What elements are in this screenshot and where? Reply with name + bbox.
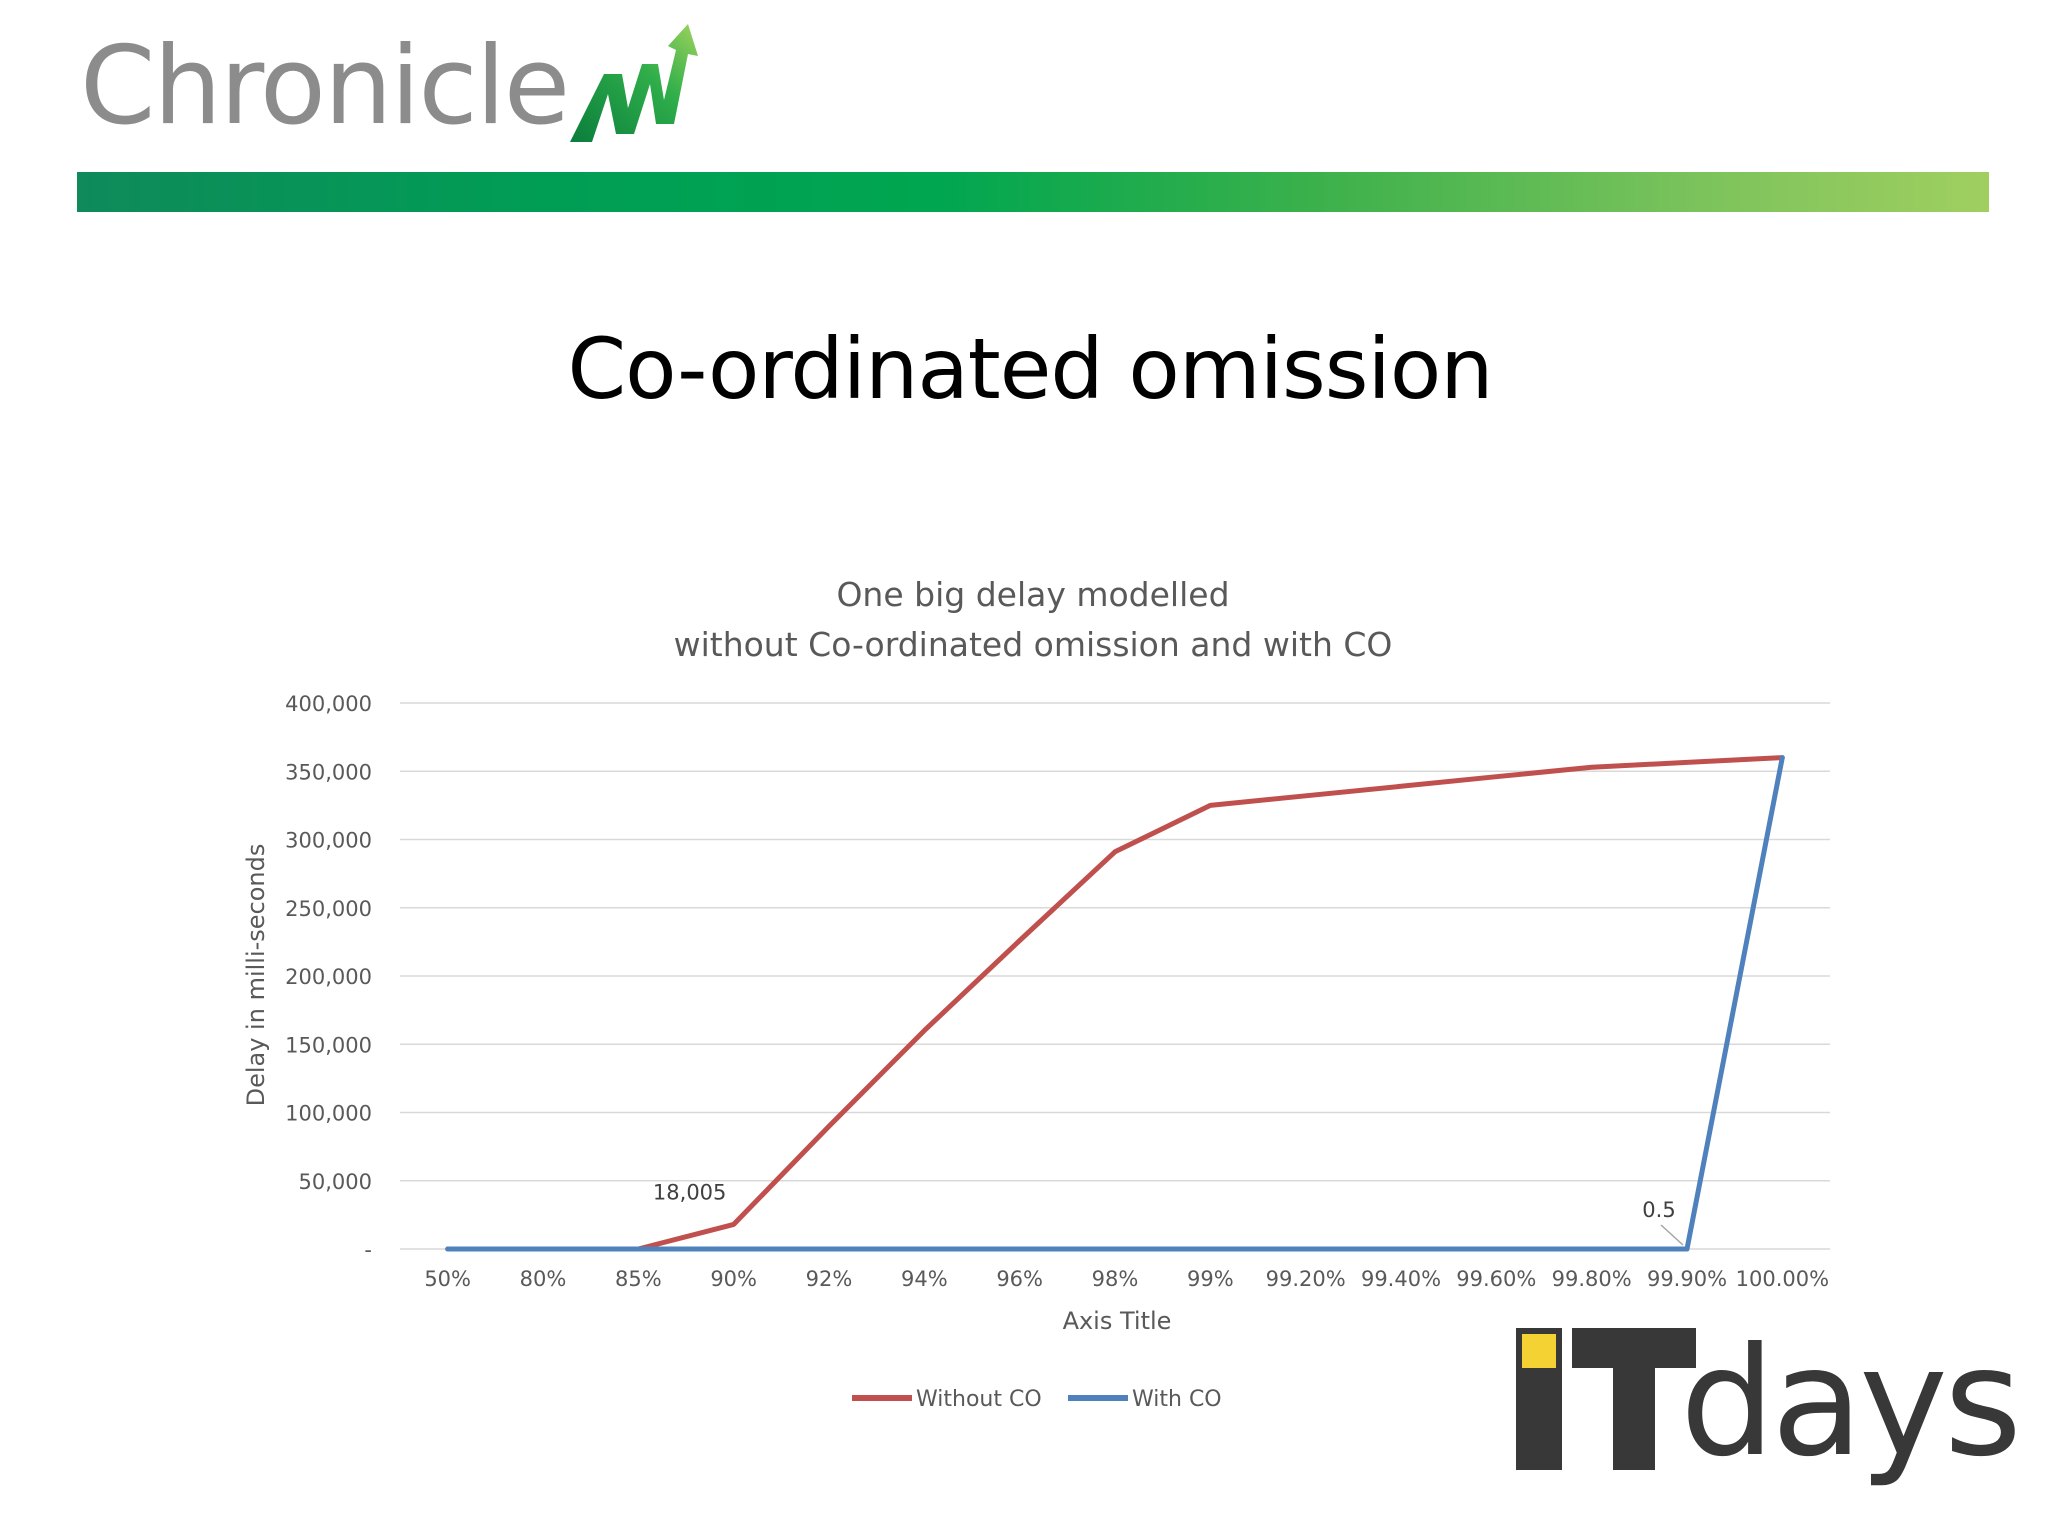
x-tick-label: 85% bbox=[615, 1267, 662, 1291]
x-tick-label: 100.00% bbox=[1736, 1267, 1829, 1291]
gridlines bbox=[400, 702, 1830, 1250]
x-tick-label: 99.80% bbox=[1552, 1267, 1632, 1291]
y-tick-label: 50,000 bbox=[299, 1170, 372, 1194]
y-tick-label: 400,000 bbox=[285, 692, 372, 716]
y-tick-label: 250,000 bbox=[285, 897, 372, 921]
y-axis-ticks: - 50,000 100,000 150,000 200,000 250,000 300,0… bbox=[285, 692, 372, 1262]
itdays-logo: days bbox=[1500, 1310, 2022, 1510]
x-tick-label: 96% bbox=[996, 1267, 1043, 1291]
chronicle-logo-text: Chronicle bbox=[80, 24, 570, 149]
itdays-it-mark-icon bbox=[1516, 1328, 1696, 1470]
data-label-leader bbox=[1660, 1224, 1684, 1246]
x-tick-label: 92% bbox=[806, 1267, 853, 1291]
y-tick-label: - bbox=[364, 1238, 372, 1262]
slide-title: Co-ordinated omission bbox=[567, 320, 1494, 418]
header-gradient-bar bbox=[77, 172, 1989, 212]
itdays-logo-text: days bbox=[1680, 1316, 2022, 1490]
x-tick-label: 99.90% bbox=[1647, 1267, 1727, 1291]
y-tick-label: 200,000 bbox=[285, 965, 372, 989]
data-label: 0.5 bbox=[1642, 1198, 1675, 1222]
series-lines bbox=[445, 755, 1785, 1252]
x-tick-label: 94% bbox=[901, 1267, 948, 1291]
x-axis-title: Axis Title bbox=[1063, 1307, 1172, 1335]
y-axis-title: Delay in milli-seconds bbox=[242, 844, 270, 1107]
data-label: 18,005 bbox=[653, 1180, 726, 1204]
x-tick-label: 99% bbox=[1187, 1267, 1234, 1291]
x-tick-label: 50% bbox=[424, 1267, 471, 1291]
legend: Without CO With CO bbox=[852, 1387, 1222, 1412]
y-tick-label: 350,000 bbox=[285, 760, 372, 784]
chart-title-line-1: One big delay modelled bbox=[836, 575, 1229, 614]
chronicle-logo: Chronicle bbox=[80, 20, 720, 150]
x-tick-label: 99.40% bbox=[1361, 1267, 1441, 1291]
chronicle-growth-icon bbox=[570, 24, 698, 142]
x-axis-ticks: 50% 80% 85% 90% 92% 94% 96% 98% 99% 99.20% 99.40% 9… bbox=[424, 1267, 1829, 1291]
series-line-without-co bbox=[445, 755, 1785, 1252]
series-line-with-co bbox=[445, 755, 1785, 1252]
y-tick-label: 150,000 bbox=[285, 1033, 372, 1057]
x-tick-label: 98% bbox=[1092, 1267, 1139, 1291]
chart-title-line-2: without Co-ordinated omission and with C… bbox=[674, 625, 1393, 664]
legend-label-with-co: With CO bbox=[1132, 1387, 1222, 1412]
y-tick-label: 300,000 bbox=[285, 829, 372, 853]
x-tick-label: 99.60% bbox=[1456, 1267, 1536, 1291]
x-tick-label: 99.20% bbox=[1266, 1267, 1346, 1291]
legend-label-without-co: Without CO bbox=[916, 1387, 1042, 1412]
data-labels: 18,005 0.5 bbox=[653, 1180, 1684, 1246]
y-tick-label: 100,000 bbox=[285, 1102, 372, 1126]
x-tick-label: 90% bbox=[710, 1267, 757, 1291]
x-tick-label: 80% bbox=[520, 1267, 567, 1291]
